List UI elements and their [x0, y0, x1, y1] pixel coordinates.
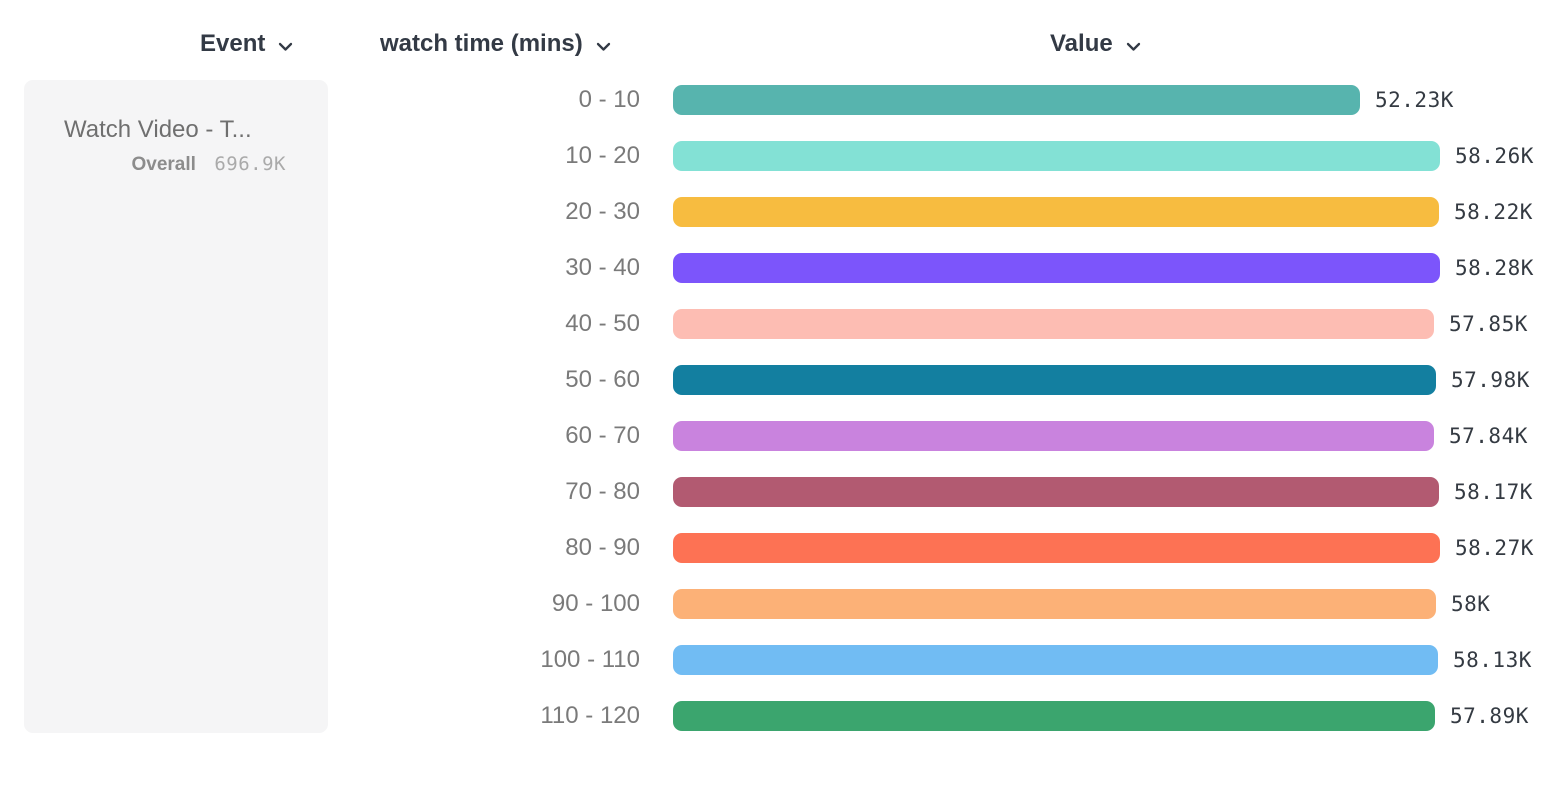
bar[interactable]: [673, 421, 1434, 451]
column-header-breakdown-label: watch time (mins): [380, 29, 583, 57]
bar-value-label: 58.13K: [1453, 648, 1532, 672]
bar-value-label: 57.85K: [1449, 312, 1528, 336]
bucket-label: 80 - 90: [565, 534, 640, 561]
bar-row: 20 - 30 58.22K: [0, 184, 1568, 240]
bar[interactable]: [673, 85, 1360, 115]
overall-value: 696.9K: [214, 153, 286, 175]
chevron-down-icon: [278, 31, 293, 59]
chevron-down-icon: [596, 31, 611, 59]
bar[interactable]: [673, 645, 1438, 675]
bucket-label: 110 - 120: [540, 702, 640, 729]
bar-value-label: 57.89K: [1450, 704, 1529, 728]
bar-value-label: 57.84K: [1449, 424, 1528, 448]
bucket-label: 0 - 10: [578, 86, 640, 113]
bar-rows: 0 - 10 52.23K 10 - 20 58.26K 20 - 30 58.…: [0, 72, 1568, 744]
bar-row: 110 - 120 57.89K: [0, 688, 1568, 744]
bar-row: 30 - 40 58.28K: [0, 240, 1568, 296]
bucket-label: 30 - 40: [565, 254, 640, 281]
bar-row: 100 - 110 58.13K: [0, 632, 1568, 688]
overall-label: Overall: [131, 154, 196, 175]
bar-value-label: 58.26K: [1455, 144, 1534, 168]
bar-row: 0 - 10 52.23K: [0, 72, 1568, 128]
bar[interactable]: [673, 253, 1440, 283]
bar[interactable]: [673, 533, 1440, 563]
bucket-label: 50 - 60: [565, 366, 640, 393]
bucket-label: 60 - 70: [565, 422, 640, 449]
bucket-label: 10 - 20: [565, 142, 640, 169]
bar-row: 60 - 70 57.84K: [0, 408, 1568, 464]
bar[interactable]: [673, 197, 1439, 227]
bar[interactable]: [673, 477, 1439, 507]
bar-value-label: 52.23K: [1375, 88, 1454, 112]
bucket-label: 70 - 80: [565, 478, 640, 505]
bar-value-label: 58.28K: [1455, 256, 1534, 280]
bar[interactable]: [673, 589, 1436, 619]
bar-value-label: 58K: [1451, 592, 1491, 616]
bar[interactable]: [673, 701, 1435, 731]
bar-row: 70 - 80 58.17K: [0, 464, 1568, 520]
column-header-value[interactable]: Value: [1050, 28, 1141, 59]
bar[interactable]: [673, 309, 1434, 339]
bar-row: 10 - 20 58.26K: [0, 128, 1568, 184]
column-header-event[interactable]: Event: [200, 28, 293, 59]
overall-row: Overall 696.9K: [64, 153, 286, 176]
bar-value-label: 58.17K: [1454, 480, 1533, 504]
bar[interactable]: [673, 365, 1436, 395]
series-legend-card[interactable]: Watch Video - T... Overall 696.9K: [24, 80, 328, 733]
bar-row: 90 - 100 58K: [0, 576, 1568, 632]
bar-value-label: 58.22K: [1454, 200, 1533, 224]
bar-row: 80 - 90 58.27K: [0, 520, 1568, 576]
bar[interactable]: [673, 141, 1440, 171]
bar-value-label: 57.98K: [1451, 368, 1530, 392]
chevron-down-icon: [1126, 31, 1141, 59]
column-header-breakdown[interactable]: watch time (mins): [380, 28, 611, 59]
bar-value-label: 58.27K: [1455, 536, 1534, 560]
bar-row: 40 - 50 57.85K: [0, 296, 1568, 352]
event-name: Watch Video - T...: [64, 116, 252, 143]
bar-row: 50 - 60 57.98K: [0, 352, 1568, 408]
bucket-label: 90 - 100: [551, 590, 640, 617]
bucket-label: 40 - 50: [565, 310, 640, 337]
bucket-label: 20 - 30: [565, 198, 640, 225]
bucket-label: 100 - 110: [540, 646, 640, 673]
column-header-value-label: Value: [1050, 29, 1113, 57]
column-header-event-label: Event: [200, 29, 266, 57]
